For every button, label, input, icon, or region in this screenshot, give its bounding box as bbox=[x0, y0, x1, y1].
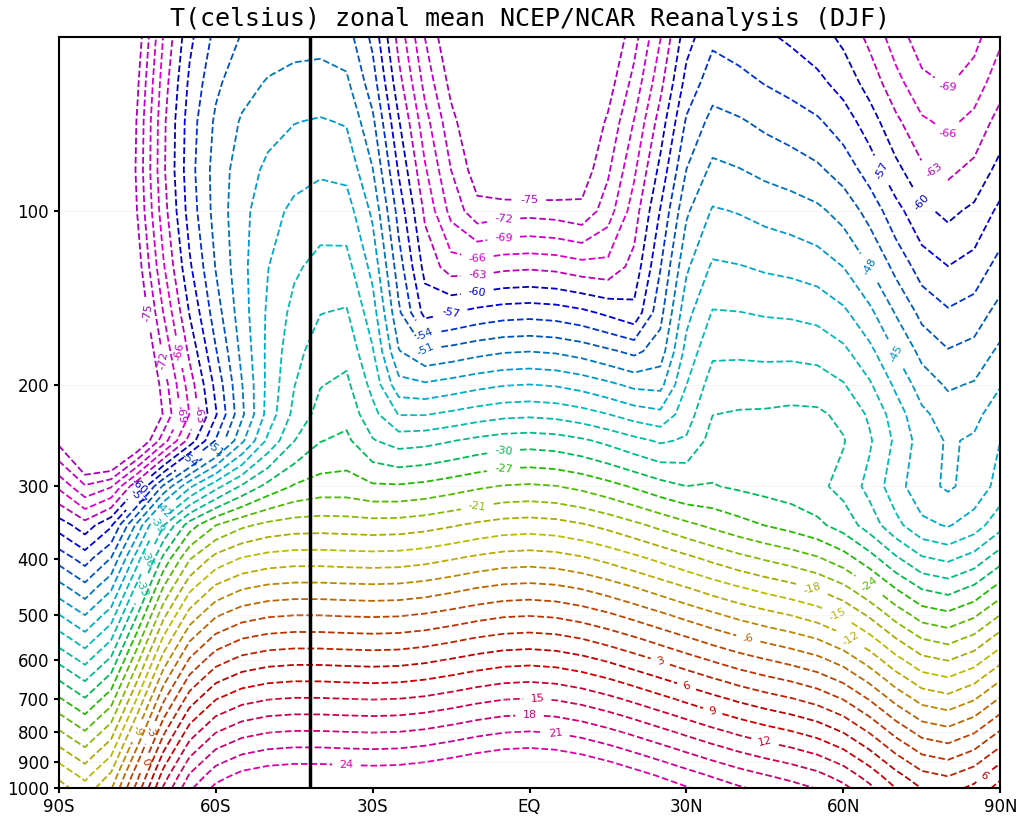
Text: -75: -75 bbox=[520, 195, 539, 205]
Text: 18: 18 bbox=[522, 710, 537, 720]
Text: -12: -12 bbox=[841, 630, 861, 648]
Text: 0: 0 bbox=[139, 756, 151, 767]
Text: -21: -21 bbox=[468, 500, 487, 513]
Text: -63: -63 bbox=[925, 160, 945, 179]
Text: -57: -57 bbox=[128, 487, 147, 507]
Text: -15: -15 bbox=[827, 607, 848, 623]
Text: 24: 24 bbox=[339, 760, 353, 770]
Text: -39: -39 bbox=[147, 514, 166, 535]
Text: 12: 12 bbox=[757, 735, 773, 748]
Text: -69: -69 bbox=[174, 404, 186, 424]
Text: -36: -36 bbox=[139, 548, 156, 569]
Text: -51: -51 bbox=[206, 439, 226, 458]
Text: -51: -51 bbox=[415, 341, 435, 357]
Text: -66: -66 bbox=[468, 253, 486, 264]
Text: 3: 3 bbox=[655, 656, 666, 667]
Text: -69: -69 bbox=[494, 231, 513, 244]
Text: -33: -33 bbox=[133, 578, 150, 598]
Text: -66: -66 bbox=[939, 128, 957, 140]
Text: -45: -45 bbox=[887, 343, 904, 364]
Text: -69: -69 bbox=[938, 81, 957, 93]
Text: -75: -75 bbox=[141, 303, 154, 323]
Text: -60: -60 bbox=[129, 477, 148, 496]
Text: -63: -63 bbox=[468, 269, 486, 281]
Text: -60: -60 bbox=[468, 286, 486, 298]
Text: -57: -57 bbox=[441, 306, 461, 319]
Text: 6: 6 bbox=[978, 770, 990, 782]
Text: -57: -57 bbox=[872, 160, 890, 180]
Text: -27: -27 bbox=[494, 463, 513, 475]
Title: T(celsius) zonal mean NCEP/NCAR Reanalysis (DJF): T(celsius) zonal mean NCEP/NCAR Reanalys… bbox=[170, 7, 890, 31]
Text: -42: -42 bbox=[154, 500, 173, 520]
Text: 6: 6 bbox=[682, 681, 691, 692]
Text: -48: -48 bbox=[861, 257, 879, 277]
Text: -6: -6 bbox=[741, 632, 755, 644]
Text: -3: -3 bbox=[143, 725, 158, 739]
Text: -54: -54 bbox=[415, 326, 435, 342]
Text: -18: -18 bbox=[802, 581, 822, 596]
Text: -60: -60 bbox=[912, 193, 932, 212]
Text: -63: -63 bbox=[193, 405, 205, 424]
Text: -72: -72 bbox=[494, 213, 513, 226]
Text: 9: 9 bbox=[708, 705, 718, 717]
Text: -66: -66 bbox=[172, 342, 185, 361]
Text: 21: 21 bbox=[548, 728, 563, 739]
Text: -72: -72 bbox=[157, 351, 170, 370]
Text: -30: -30 bbox=[494, 444, 513, 457]
Text: -9: -9 bbox=[130, 723, 144, 737]
Text: -54: -54 bbox=[179, 451, 200, 470]
Text: -24: -24 bbox=[859, 575, 880, 594]
Text: 15: 15 bbox=[529, 694, 545, 704]
